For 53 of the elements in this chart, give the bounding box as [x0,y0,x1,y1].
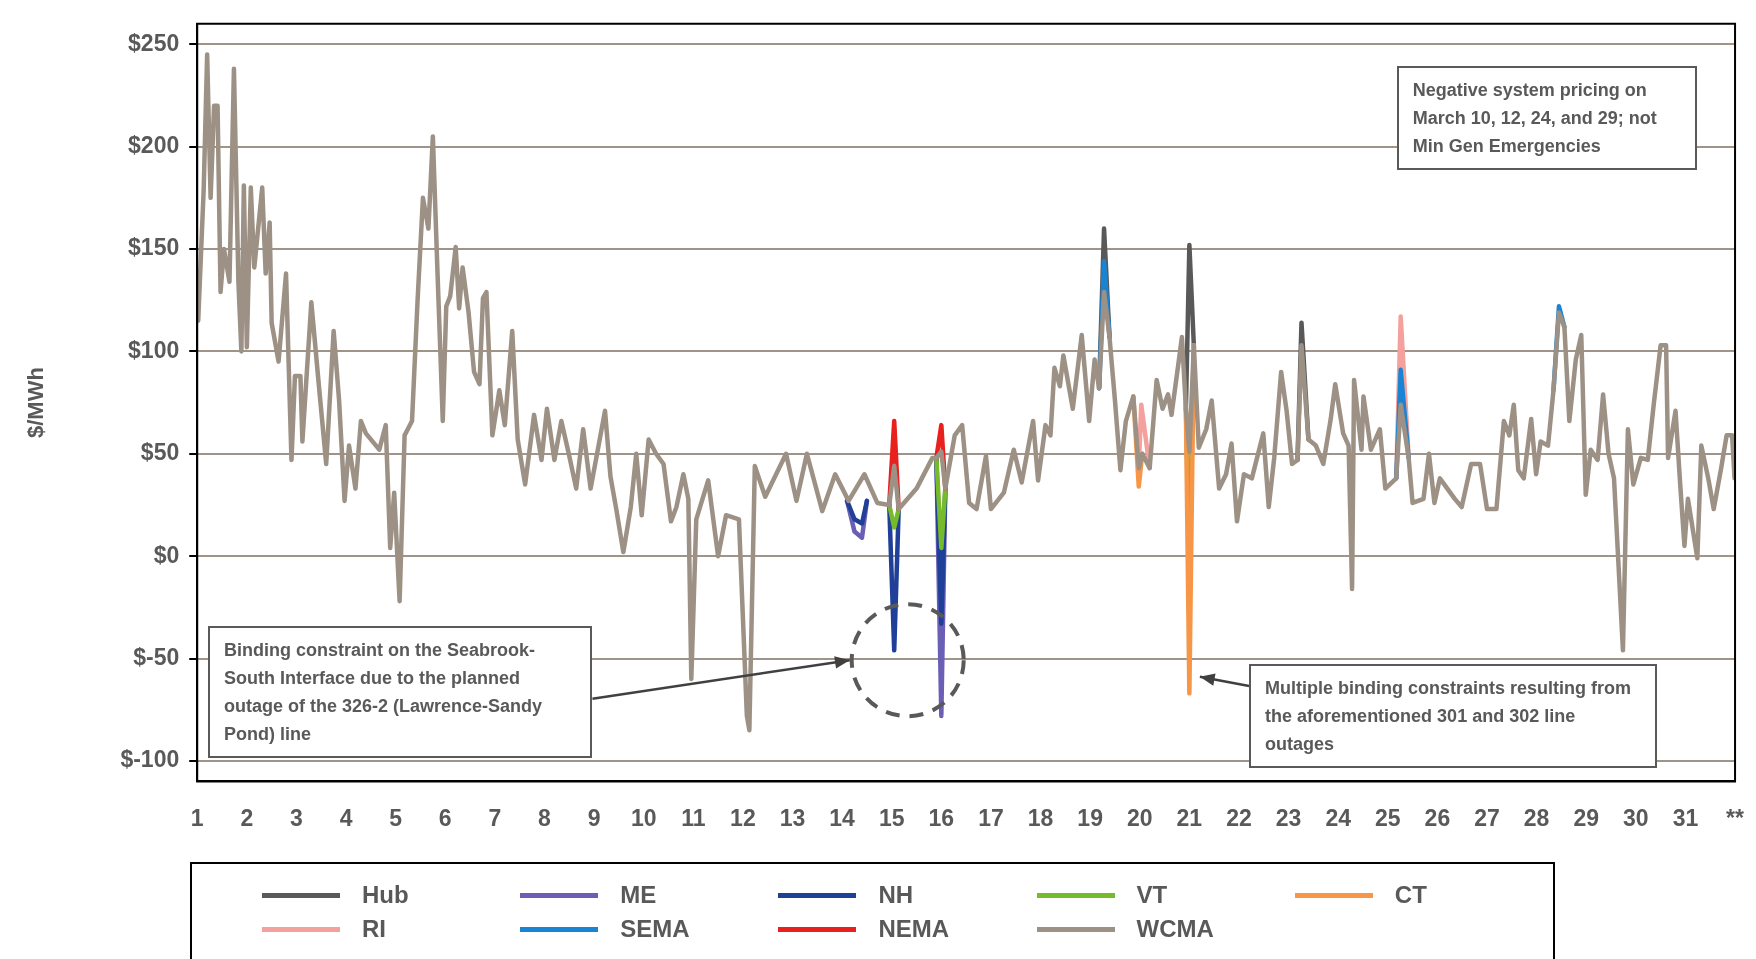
x-tick-label: 16 [928,804,955,831]
x-tick-label: 4 [339,804,353,831]
legend-label: NH [878,881,914,909]
legend-label: RI [362,915,386,943]
x-tick-label: 7 [488,804,502,831]
x-tick-label: 26 [1424,804,1451,831]
y-tick-label: $50 [140,439,180,466]
legend-label: Hub [362,881,409,909]
y-tick-label: $200 [128,132,180,158]
x-tick-label: 21 [1176,804,1203,831]
x-tick-label: 2 [240,804,254,831]
x-tick-label: 3 [290,804,303,831]
x-tick-label: 23 [1275,804,1302,831]
note-box: Negative system pricing on March 10, 12, 24, and 29; not Min Gen Emergencies [1396,66,1697,171]
y-tick-label: $150 [128,234,180,261]
x-tick-label: 30 [1623,804,1649,831]
legend-label: ME [620,881,657,909]
x-tick-label: 15 [878,804,905,831]
legend-label: CT [1394,881,1427,909]
x-tick-label: 25 [1375,804,1401,831]
legend-label: SEMA [620,915,690,943]
x-tick-label: 28 [1523,804,1550,831]
x-tick-label: 29 [1573,804,1600,831]
x-tick-label: 13 [779,804,806,831]
x-tick-label: 10 [630,804,657,831]
x-tick-label: 11 [681,804,706,831]
x-tick-label: 1 [190,804,204,831]
x-tick-label: 9 [587,804,601,831]
x-tick-label: 14 [829,804,856,831]
y-axis-title: $/MWh [23,367,49,439]
x-tick-label: 8 [538,804,552,831]
y-tick-label: $100 [128,336,180,363]
x-tick-label: 5 [389,804,403,831]
y-tick-label: $-100 [120,746,180,773]
x-tick-label: 22 [1226,804,1252,831]
x-tick-label: 24 [1325,804,1352,831]
note-box: Multiple binding constraints resulting from the aforementioned 301 and 302 line outages [1249,663,1657,768]
legend-label: VT [1136,881,1168,909]
x-tick-label: 6 [438,804,452,831]
y-tick-label: $0 [153,541,180,568]
x-tick-label: 19 [1077,804,1103,831]
x-tick-label: 18 [1027,804,1054,831]
legend-label: NEMA [878,915,950,943]
x-tick-label: 12 [730,804,756,831]
x-tick-label: 27 [1474,804,1500,831]
x-tick-label: ** [1726,804,1745,831]
x-tick-label: 31 [1672,804,1699,831]
x-tick-label: 17 [978,804,1004,831]
y-tick-label: $-50 [133,643,180,670]
y-tick-label: $250 [128,29,180,56]
legend-label: WCMA [1136,915,1214,943]
x-tick-label: 20 [1126,804,1153,831]
note-box: Binding constraint on the Seabrook-South Interface due to the planned outage of the 326-2 (Lawrence-Sandy Pond) line [208,626,593,759]
